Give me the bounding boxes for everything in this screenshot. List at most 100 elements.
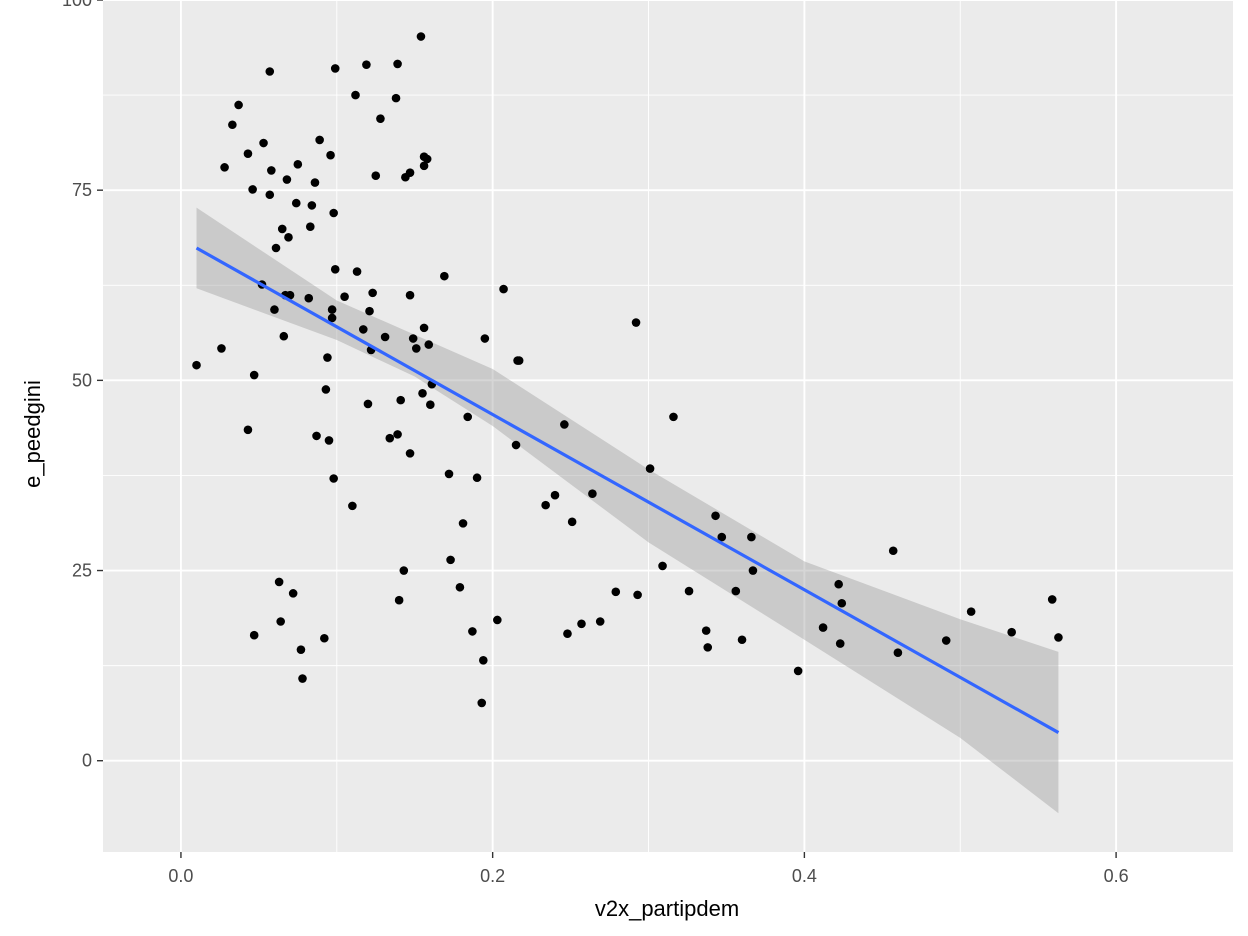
data-point	[368, 288, 377, 298]
data-point	[371, 171, 381, 181]
data-point	[834, 579, 843, 589]
data-point	[330, 264, 340, 274]
data-point	[479, 656, 488, 665]
data-point	[365, 306, 374, 316]
y-axis-title: e_peedgini	[20, 380, 45, 488]
data-point	[701, 626, 711, 635]
data-point	[737, 635, 747, 645]
x-tick-label: 0.4	[792, 866, 817, 886]
data-point	[358, 325, 368, 334]
data-point	[793, 666, 803, 676]
axes-layer: 0.0 0.2 0.4 0.6 0 25 50 75 100	[62, 0, 1129, 886]
data-point	[291, 198, 301, 208]
data-point	[385, 433, 395, 443]
data-point	[285, 290, 295, 300]
data-point	[396, 395, 405, 405]
data-point	[563, 629, 572, 638]
data-point	[541, 500, 550, 510]
points-layer	[192, 32, 1063, 708]
data-point	[731, 586, 741, 596]
confidence-band-layer	[196, 207, 1059, 814]
data-point	[411, 344, 421, 353]
data-point	[426, 400, 435, 410]
data-point	[595, 617, 605, 626]
major-gridlines	[103, 0, 1233, 852]
data-point	[416, 32, 426, 41]
data-point	[391, 93, 401, 103]
data-point	[1007, 627, 1016, 637]
plot-panel	[103, 0, 1233, 852]
data-point	[631, 318, 641, 327]
x-tick-label: 0.2	[480, 866, 505, 886]
data-point	[717, 532, 727, 542]
data-point	[1047, 595, 1057, 604]
data-point	[340, 292, 349, 301]
data-point	[348, 501, 357, 511]
data-point	[243, 425, 253, 435]
y-tick-label: 75	[72, 180, 92, 200]
regression-line	[195, 246, 1060, 734]
data-point	[277, 224, 287, 234]
data-point	[835, 639, 845, 648]
data-point	[440, 271, 449, 281]
data-point	[249, 370, 259, 380]
data-point	[192, 360, 201, 370]
x-axis-title: v2x_partipdem	[595, 896, 739, 921]
data-point	[351, 90, 360, 100]
y-tick-label: 0	[82, 751, 92, 771]
data-point	[327, 305, 337, 314]
data-point	[393, 430, 402, 439]
data-point	[748, 566, 758, 575]
data-point	[446, 555, 455, 565]
data-point	[310, 178, 320, 187]
data-point	[550, 490, 560, 500]
x-tick-label: 0.0	[168, 866, 193, 886]
data-point	[422, 154, 432, 164]
data-point	[399, 566, 409, 575]
data-point	[455, 582, 465, 592]
data-point	[611, 587, 621, 597]
data-point	[394, 595, 404, 605]
data-point	[380, 332, 390, 342]
x-tick-label: 0.6	[1104, 866, 1129, 886]
data-point	[419, 323, 429, 333]
data-point	[818, 623, 828, 632]
data-point	[588, 489, 597, 499]
data-point	[274, 577, 284, 587]
data-point	[477, 698, 487, 708]
data-point	[703, 643, 713, 652]
data-point	[684, 586, 694, 596]
data-point	[312, 431, 321, 441]
data-point	[966, 607, 976, 616]
data-point	[265, 190, 275, 200]
data-point	[888, 546, 898, 556]
data-point	[376, 114, 385, 123]
data-point	[315, 135, 324, 145]
data-point	[514, 356, 524, 365]
data-point	[669, 412, 678, 422]
data-point	[243, 149, 253, 158]
data-point	[567, 517, 577, 527]
data-point	[408, 334, 418, 343]
data-point	[363, 399, 373, 409]
data-point	[493, 615, 502, 625]
y-tick-label: 25	[72, 561, 92, 581]
data-point	[298, 674, 307, 683]
data-point	[472, 473, 482, 483]
data-point	[307, 201, 317, 210]
data-point	[577, 619, 586, 629]
data-point	[419, 161, 429, 171]
y-tick-label: 100	[62, 0, 92, 10]
data-point	[362, 60, 371, 69]
data-point	[352, 267, 362, 276]
data-point	[1054, 633, 1063, 642]
data-point	[418, 388, 427, 398]
data-point	[747, 532, 756, 542]
data-point	[405, 449, 415, 458]
data-point	[327, 313, 337, 323]
data-point	[234, 100, 243, 110]
data-point	[326, 150, 335, 160]
data-point	[220, 163, 229, 172]
data-point	[320, 633, 329, 643]
